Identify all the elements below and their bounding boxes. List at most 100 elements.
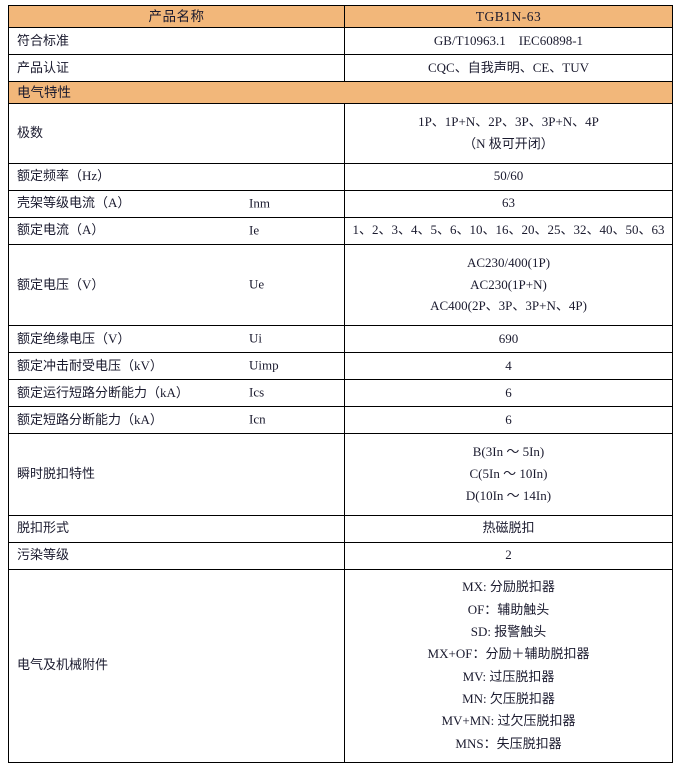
table-row: 极数 1P、1P+N、2P、3P、3P+N、4P （N 极可开闭） xyxy=(8,103,673,164)
row-value: 1、2、3、4、5、6、10、16、20、25、32、40、50、63 xyxy=(352,222,665,238)
row-label-cell: 污染等级 xyxy=(8,541,345,570)
row-value: D(10In ～ 14In) xyxy=(465,487,552,503)
row-value: 4 xyxy=(505,357,512,373)
row-value-cell: 2 xyxy=(344,541,673,570)
row-value: 50/60 xyxy=(493,168,524,184)
table-row: 额定短路分断能力（kA） Icn 6 xyxy=(8,406,673,435)
row-label-cell: 瞬时脱扣特性 xyxy=(8,433,345,516)
row-label: 壳架等级电流（A） xyxy=(17,195,131,211)
row-value: 热磁脱扣 xyxy=(482,520,535,536)
row-label: 符合标准 xyxy=(17,32,70,48)
row-value-cell: MX: 分励脱扣器 OF：辅助触头 SD: 报警触头 MX+OF：分励＋辅助脱扣… xyxy=(344,568,673,763)
row-value: 6 xyxy=(505,384,512,400)
row-value-cell: 690 xyxy=(344,325,673,354)
row-value: 6 xyxy=(505,411,512,427)
row-value: MX: 分励脱扣器 xyxy=(462,579,555,595)
row-value: MV: 过压脱扣器 xyxy=(462,668,555,684)
row-value: B(3In ～ 5In) xyxy=(472,444,545,460)
table-row: 电气及机械附件 MX: 分励脱扣器 OF：辅助触头 SD: 报警触头 MX+OF… xyxy=(8,568,673,763)
row-value: 1P、1P+N、2P、3P、3P+N、4P xyxy=(418,114,599,129)
row-label-cell: 产品认证 xyxy=(8,54,345,82)
row-value: MN: 欠压脱扣器 xyxy=(462,690,555,706)
row-value: AC230(1P+N) xyxy=(470,276,547,292)
row-label-cell: 脱扣形式 xyxy=(8,514,345,543)
row-label-cell: 额定短路分断能力（kA） Icn xyxy=(8,406,345,435)
row-value-cell: 4 xyxy=(344,352,673,381)
row-value: OF：辅助触头 xyxy=(467,601,550,617)
row-label-cell: 符合标准 xyxy=(8,27,345,55)
row-symbol: Inm xyxy=(249,195,270,211)
row-value-cell: AC230/400(1P) AC230(1P+N) AC400(2P、3P、3P… xyxy=(344,243,673,327)
table-row: 额定频率（Hz） 50/60 xyxy=(8,162,673,191)
row-label-cell: 额定电流（A） Ie xyxy=(8,216,345,245)
row-value-cell: CQC、自我声明、CE、TUV xyxy=(344,54,673,82)
table-row: 额定电压（V） Ue AC230/400(1P) AC230(1P+N) AC4… xyxy=(8,243,673,327)
row-label: 额定电压（V） xyxy=(17,276,105,292)
row-label: 产品认证 xyxy=(17,59,70,75)
row-symbol: Ie xyxy=(249,222,260,238)
row-label: 额定绝缘电压（V） xyxy=(17,330,131,346)
row-value: SD: 报警触头 xyxy=(470,623,547,639)
section-header-row: 电气特性 xyxy=(8,81,673,104)
row-value: MV+MN: 过欠压脱扣器 xyxy=(441,713,576,729)
row-value: 690 xyxy=(498,330,519,346)
row-value: C(5In ～ 10In) xyxy=(469,466,548,482)
row-value-cell: 50/60 xyxy=(344,162,673,191)
table-row: 产品认证 CQC、自我声明、CE、TUV xyxy=(8,54,673,82)
table-header-row: 产品名称 TGB1N-63 xyxy=(8,5,673,28)
table-row: 壳架等级电流（A） Inm 63 xyxy=(8,189,673,218)
row-value: （N 极可开闭） xyxy=(463,135,554,151)
table-row: 额定电流（A） Ie 1、2、3、4、5、6、10、16、20、25、32、40… xyxy=(8,216,673,245)
row-label: 额定短路分断能力（kA） xyxy=(17,411,163,427)
row-value-cell: 6 xyxy=(344,406,673,435)
row-label-cell: 额定频率（Hz） xyxy=(8,162,345,191)
row-value: 63 xyxy=(502,195,515,211)
row-value: AC400(2P、3P、3P+N、4P) xyxy=(430,298,587,314)
row-label-cell: 壳架等级电流（A） Inm xyxy=(8,189,345,218)
row-label: 额定电流（A） xyxy=(17,222,105,238)
row-value: CQC、自我声明、CE、TUV xyxy=(427,59,590,75)
table-row: 额定冲击耐受电压（kV） Uimp 4 xyxy=(8,352,673,381)
table-row: 瞬时脱扣特性 B(3In ～ 5In) C(5In ～ 10In) D(10In… xyxy=(8,433,673,516)
row-label-cell: 电气及机械附件 xyxy=(8,568,345,763)
row-label: 电气及机械附件 xyxy=(17,657,109,673)
row-value-cell: 63 xyxy=(344,189,673,218)
table-row: 污染等级 2 xyxy=(8,541,673,570)
row-label: 脱扣形式 xyxy=(17,520,70,536)
section-title: 电气特性 xyxy=(8,81,673,104)
row-symbol: Icn xyxy=(249,411,266,427)
row-value-cell: 6 xyxy=(344,379,673,408)
row-label: 额定运行短路分断能力（kA） xyxy=(17,384,189,400)
specification-table: 产品名称 TGB1N-63 符合标准 GB/T10963.1 IEC60898-… xyxy=(8,5,673,763)
table-row: 符合标准 GB/T10963.1 IEC60898-1 xyxy=(8,27,673,55)
row-value: AC230/400(1P) xyxy=(466,254,551,270)
row-value: MX+OF：分励＋辅助脱扣器 xyxy=(427,646,590,662)
row-label-cell: 额定运行短路分断能力（kA） Ics xyxy=(8,379,345,408)
row-value: GB/T10963.1 IEC60898-1 xyxy=(433,32,584,48)
row-value: MNS：失压脱扣器 xyxy=(455,735,562,751)
row-symbol: Ue xyxy=(249,276,265,292)
row-label-cell: 额定冲击耐受电压（kV） Uimp xyxy=(8,352,345,381)
row-label: 额定冲击耐受电压（kV） xyxy=(17,357,163,373)
row-value-cell: 1P、1P+N、2P、3P、3P+N、4P （N 极可开闭） xyxy=(344,103,673,164)
header-value-column: TGB1N-63 xyxy=(344,5,673,28)
table-row: 脱扣形式 热磁脱扣 xyxy=(8,514,673,543)
row-value: 2 xyxy=(505,547,512,563)
row-label: 污染等级 xyxy=(17,547,70,563)
product-spec-sheet: 产品名称 TGB1N-63 符合标准 GB/T10963.1 IEC60898-… xyxy=(8,5,673,763)
table-row: 额定运行短路分断能力（kA） Ics 6 xyxy=(8,379,673,408)
row-value-cell: 1、2、3、4、5、6、10、16、20、25、32、40、50、63 xyxy=(344,216,673,245)
row-value-cell: 热磁脱扣 xyxy=(344,514,673,543)
row-label: 额定频率（Hz） xyxy=(17,168,111,184)
row-value-cell: GB/T10963.1 IEC60898-1 xyxy=(344,27,673,55)
row-label-cell: 极数 xyxy=(8,103,345,164)
row-label: 极数 xyxy=(17,124,44,140)
header-label-column: 产品名称 xyxy=(8,5,345,28)
table-row: 额定绝缘电压（V） Ui 690 xyxy=(8,325,673,354)
row-label-cell: 额定绝缘电压（V） Ui xyxy=(8,325,345,354)
row-label-cell: 额定电压（V） Ue xyxy=(8,243,345,327)
row-symbol: Uimp xyxy=(249,357,279,373)
row-value-cell: B(3In ～ 5In) C(5In ～ 10In) D(10In ～ 14In… xyxy=(344,433,673,516)
row-symbol: Ui xyxy=(249,330,262,346)
row-symbol: Ics xyxy=(249,384,265,400)
